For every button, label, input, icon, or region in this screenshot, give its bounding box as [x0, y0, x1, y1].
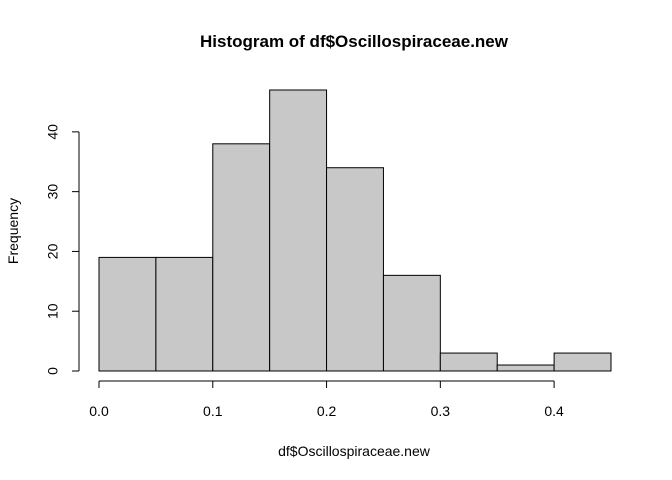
histogram-bar-5: [382, 274, 441, 372]
y-tick-label-3: 30: [45, 184, 61, 200]
x-tick-label-2: 0.2: [317, 403, 337, 419]
y-axis: 0 10 20 30 40: [45, 124, 80, 375]
y-tick-label-4: 40: [45, 124, 61, 140]
x-tick-label-1: 0.1: [203, 403, 223, 419]
x-axis-label: df$Oscillospiraceae.new: [278, 443, 431, 459]
histogram-bar-1: [155, 256, 214, 372]
chart-title: Histogram of df$Oscillospiraceae.new: [200, 32, 509, 51]
histogram-bar-6: [439, 352, 498, 372]
histogram-bar-2: [212, 143, 271, 372]
x-tick-label-3: 0.3: [431, 403, 451, 419]
histogram-bar-4: [326, 167, 384, 372]
histogram-bar-8: [553, 352, 612, 372]
y-tick-label-1: 10: [45, 303, 61, 319]
x-axis: 0.0 0.1 0.2 0.3 0.4: [89, 380, 564, 419]
y-tick-label-2: 20: [45, 243, 61, 259]
histogram-bar-3: [269, 89, 328, 372]
y-tick-label-0: 0: [45, 367, 61, 375]
histogram-bars: [98, 89, 612, 372]
x-tick-label-0: 0.0: [89, 403, 109, 419]
histogram-bar-0: [98, 256, 157, 372]
histogram-bar-7: [496, 364, 555, 372]
y-axis-label: Frequency: [5, 198, 21, 264]
x-tick-label-4: 0.4: [544, 403, 564, 419]
